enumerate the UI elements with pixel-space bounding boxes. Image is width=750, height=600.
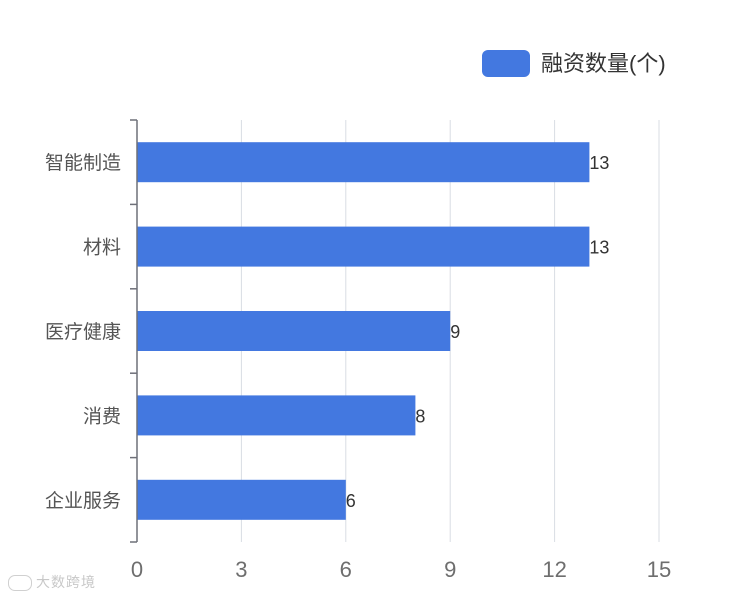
category-label: 智能制造 (45, 152, 121, 174)
legend-swatch[interactable] (482, 50, 530, 77)
logo-icon (8, 575, 32, 591)
x-tick-label: 0 (131, 557, 143, 582)
bar[interactable] (137, 479, 346, 520)
category-label: 企业服务 (45, 490, 121, 512)
bar[interactable] (137, 142, 590, 183)
category-label: 医疗健康 (45, 321, 121, 343)
x-tick-label: 3 (235, 557, 247, 582)
watermark-text: 大数跨境 (36, 575, 96, 591)
bar[interactable] (137, 226, 590, 267)
data-label: 13 (589, 153, 609, 173)
x-tick-label: 15 (647, 557, 671, 582)
data-label: 13 (589, 238, 609, 258)
data-label: 6 (346, 491, 356, 511)
x-tick-label: 9 (444, 557, 456, 582)
watermark: 大数跨境 (8, 572, 96, 592)
x-tick-label: 12 (542, 557, 566, 582)
x-tick-label: 6 (340, 557, 352, 582)
data-label: 8 (415, 406, 425, 426)
data-label: 9 (450, 322, 460, 342)
legend-label[interactable]: 融资数量(个) (541, 51, 666, 76)
bar[interactable] (137, 311, 451, 351)
category-label: 材料 (83, 237, 121, 259)
legend[interactable]: 融资数量(个) (482, 50, 666, 77)
category-label: 消费 (83, 405, 121, 427)
bar[interactable] (137, 395, 416, 436)
bars: 13 13 9 8 6 (137, 142, 609, 520)
